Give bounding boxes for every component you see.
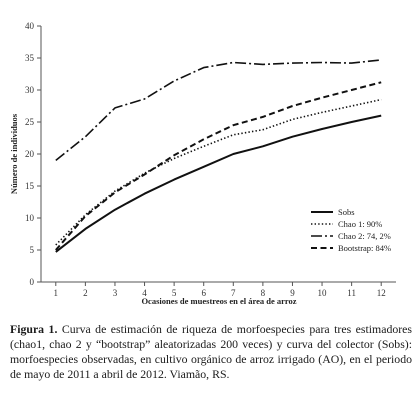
legend-label: Bootstrap: 84% [338,243,391,253]
series-line-bootstrap [55,81,382,251]
legend-label: Chao 1: 90% [338,219,382,229]
y-tick-label: 20 [25,149,35,159]
y-axis-title: Número de individuos [9,113,19,194]
x-axis-title: Ocasiones de muestreos en el área de arr… [141,296,296,306]
x-tick-label: 12 [377,288,386,298]
legend: Sobs Chao 1: 90% Chao 2: 74, 2% Bootstrap: … [311,207,391,253]
caption-label: Figura 1. [10,322,58,336]
figure-caption: Figura 1. Curva de estimación de riqueza… [10,322,412,382]
x-tick-label: 1 [54,288,59,298]
y-tick-label: 0 [30,277,35,287]
x-tick-label: 7 [231,288,236,298]
caption-text: Curva de estimación de riqueza de morfoe… [10,322,412,381]
series-line-chao-1 [55,98,382,246]
y-tick-label: 10 [25,213,35,223]
x-tick-label: 4 [142,288,147,298]
series-line-chao-2 [55,59,382,162]
legend-label: Sobs [338,207,355,217]
y-tick-label: 15 [25,181,35,191]
x-tick-label: 5 [172,288,177,298]
y-tick-label: 25 [25,117,35,127]
x-tick-label: 11 [347,288,356,298]
legend-label: Chao 2: 74, 2% [338,231,391,241]
y-tick-label: 35 [25,53,35,63]
x-tick-label: 10 [318,288,328,298]
x-tick-label: 8 [261,288,266,298]
series-lines [55,59,382,253]
x-tick-label: 2 [83,288,88,298]
series-line-sobs [55,114,382,253]
x-tick-label: 9 [290,288,295,298]
y-tick-label: 30 [25,85,35,95]
x-tick-label: 3 [113,288,118,298]
x-tick-label: 6 [201,288,206,298]
y-tick-label: 40 [25,21,35,31]
y-tick-label: 5 [30,245,35,255]
